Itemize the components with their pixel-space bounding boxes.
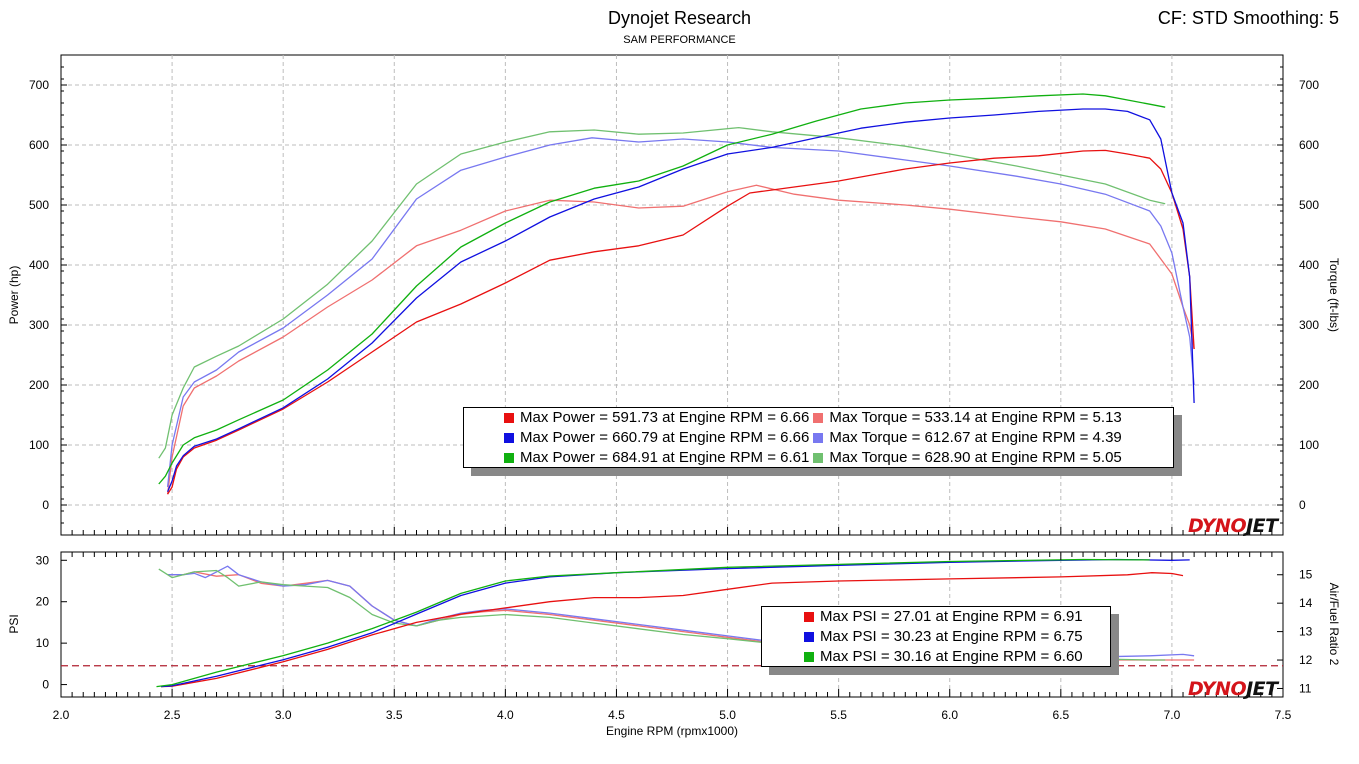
y-axis-label-torque: Torque (ft-lbs) (1327, 258, 1341, 332)
power-line-run1 (167, 149, 1195, 495)
x-axis-label: Engine RPM (rpmx1000) (606, 724, 738, 738)
power-torque-legend: Max Power = 591.73 at Engine RPM = 6.66 … (463, 407, 1174, 468)
legend-swatch-psi-run3 (804, 652, 814, 662)
psi-tick-label-20: 20 (36, 595, 50, 609)
legend-swatch-torque-run2 (813, 433, 824, 443)
x-tick-label-7.5: 7.5 (1275, 708, 1292, 722)
torque-tick-label-600: 600 (1299, 138, 1319, 152)
x-tick-label-2.5: 2.5 (164, 708, 181, 722)
legend-row-run1: Max Power = 591.73 at Engine RPM = 6.66 … (466, 408, 1171, 428)
torque-line-run1 (166, 184, 1195, 495)
x-tick-label-4.5: 4.5 (608, 708, 625, 722)
boost-legend: Max PSI = 27.01 at Engine RPM = 6.91 Max… (761, 606, 1111, 667)
power-tick-label-700: 700 (29, 78, 49, 92)
legend-psi-run3: Max PSI = 30.16 at Engine RPM = 6.60 (820, 648, 1083, 665)
legend-swatch-psi-run2 (804, 632, 814, 642)
power-tick-label-100: 100 (29, 438, 49, 452)
power-tick-label-200: 200 (29, 378, 49, 392)
legend-psi-run1: Max PSI = 27.01 at Engine RPM = 6.91 (820, 608, 1083, 625)
power-tick-label-400: 400 (29, 258, 49, 272)
legend-psi-run2: Max PSI = 30.23 at Engine RPM = 6.75 (820, 628, 1083, 645)
x-tick-label-4.0: 4.0 (497, 708, 514, 722)
logo-part-dyno: DYNO (1188, 515, 1247, 537)
psi-tick-label-30: 30 (36, 553, 50, 567)
psi-line-run1 (160, 572, 1184, 688)
x-tick-label-2.0: 2.0 (53, 708, 70, 722)
torque-tick-label-400: 400 (1299, 258, 1319, 272)
torque-line-run3 (158, 126, 1166, 459)
legend-torque-run2: Max Torque = 612.67 at Engine RPM = 4.39 (829, 429, 1122, 446)
torque-tick-label-500: 500 (1299, 198, 1319, 212)
torque-tick-label-300: 300 (1299, 318, 1319, 332)
x-tick-label-3.5: 3.5 (386, 708, 403, 722)
torque-tick-label-100: 100 (1299, 438, 1319, 452)
x-tick-label-6.0: 6.0 (941, 708, 958, 722)
psi-tick-label-10: 10 (36, 636, 50, 650)
power-line-run3 (158, 93, 1166, 485)
afr-tick-label-11: 11 (1299, 681, 1312, 695)
legend-psi-row-run3: Max PSI = 30.16 at Engine RPM = 6.60 (764, 647, 1108, 667)
x-tick-label-6.5: 6.5 (1052, 708, 1069, 722)
legend-row-run2: Max Power = 660.79 at Engine RPM = 6.66 … (466, 428, 1171, 448)
torque-tick-label-700: 700 (1299, 78, 1319, 92)
legend-psi-row-run1: Max PSI = 27.01 at Engine RPM = 6.91 (764, 607, 1108, 627)
logo-part-jet: JET (1246, 515, 1278, 537)
logo-part-jet-lower: JET (1246, 678, 1278, 700)
psi-line-run3 (156, 558, 1150, 688)
dynojet-logo-lower: DYNOJET (1188, 678, 1278, 700)
legend-power-run3: Max Power = 684.91 at Engine RPM = 6.61 (520, 449, 810, 466)
torque-line-run2 (166, 137, 1195, 488)
legend-torque-run3: Max Torque = 628.90 at Engine RPM = 5.05 (829, 449, 1122, 466)
x-tick-label-5.5: 5.5 (830, 708, 847, 722)
correction-factor-label: CF: STD Smoothing: 5 (1157, 8, 1339, 28)
power-tick-label-500: 500 (29, 198, 49, 212)
y-axis-label-psi: PSI (7, 614, 21, 633)
chart-subtitle: SAM PERFORMANCE (623, 34, 736, 46)
logo-part-dyno-lower: DYNO (1188, 678, 1247, 700)
legend-swatch-torque-run3 (813, 453, 824, 463)
torque-tick-label-0: 0 (1299, 498, 1306, 512)
y-axis-label-afr: Air/Fuel Ratio 2 (1327, 583, 1341, 666)
torque-tick-label-200: 200 (1299, 378, 1319, 392)
boost-afr-plot: 0 10 20 30 11 12 13 14 15 (36, 551, 1313, 698)
psi-tick-label-0: 0 (42, 678, 49, 692)
afr-tick-label-12: 12 (1299, 653, 1313, 667)
y-axis-label-power: Power (hp) (7, 266, 21, 325)
legend-swatch-torque-run1 (813, 413, 824, 423)
legend-swatch-psi-run1 (804, 612, 814, 622)
legend-swatch-power-run3 (504, 453, 514, 463)
power-tick-label-300: 300 (29, 318, 49, 332)
x-tick-label-7.0: 7.0 (1164, 708, 1181, 722)
legend-torque-run1: Max Torque = 533.14 at Engine RPM = 5.13 (829, 409, 1122, 426)
chart-title: Dynojet Research (607, 8, 752, 28)
legend-swatch-power-run1 (504, 413, 514, 423)
power-line-run2 (167, 108, 1195, 493)
x-tick-label-3.0: 3.0 (275, 708, 292, 722)
dynojet-logo: DYNOJET (1188, 515, 1278, 537)
legend-psi-row-run2: Max PSI = 30.23 at Engine RPM = 6.75 (764, 627, 1108, 647)
afr-tick-label-13: 13 (1299, 625, 1313, 639)
afr-tick-label-15: 15 (1299, 568, 1313, 582)
legend-power-run2: Max Power = 660.79 at Engine RPM = 6.66 (520, 429, 810, 446)
x-axis: 2.0 2.5 3.0 3.5 4.0 4.5 5.0 5.5 6.0 6.5 7.0 7.5 (53, 527, 1292, 722)
legend-power-run1: Max Power = 591.73 at Engine RPM = 6.66 (520, 409, 810, 426)
x-tick-label-5.0: 5.0 (719, 708, 736, 722)
power-tick-label-0: 0 (42, 498, 49, 512)
legend-row-run3: Max Power = 684.91 at Engine RPM = 6.61 … (466, 448, 1171, 468)
power-tick-label-600: 600 (29, 138, 49, 152)
legend-swatch-power-run2 (504, 433, 514, 443)
afr-tick-label-14: 14 (1299, 596, 1313, 610)
